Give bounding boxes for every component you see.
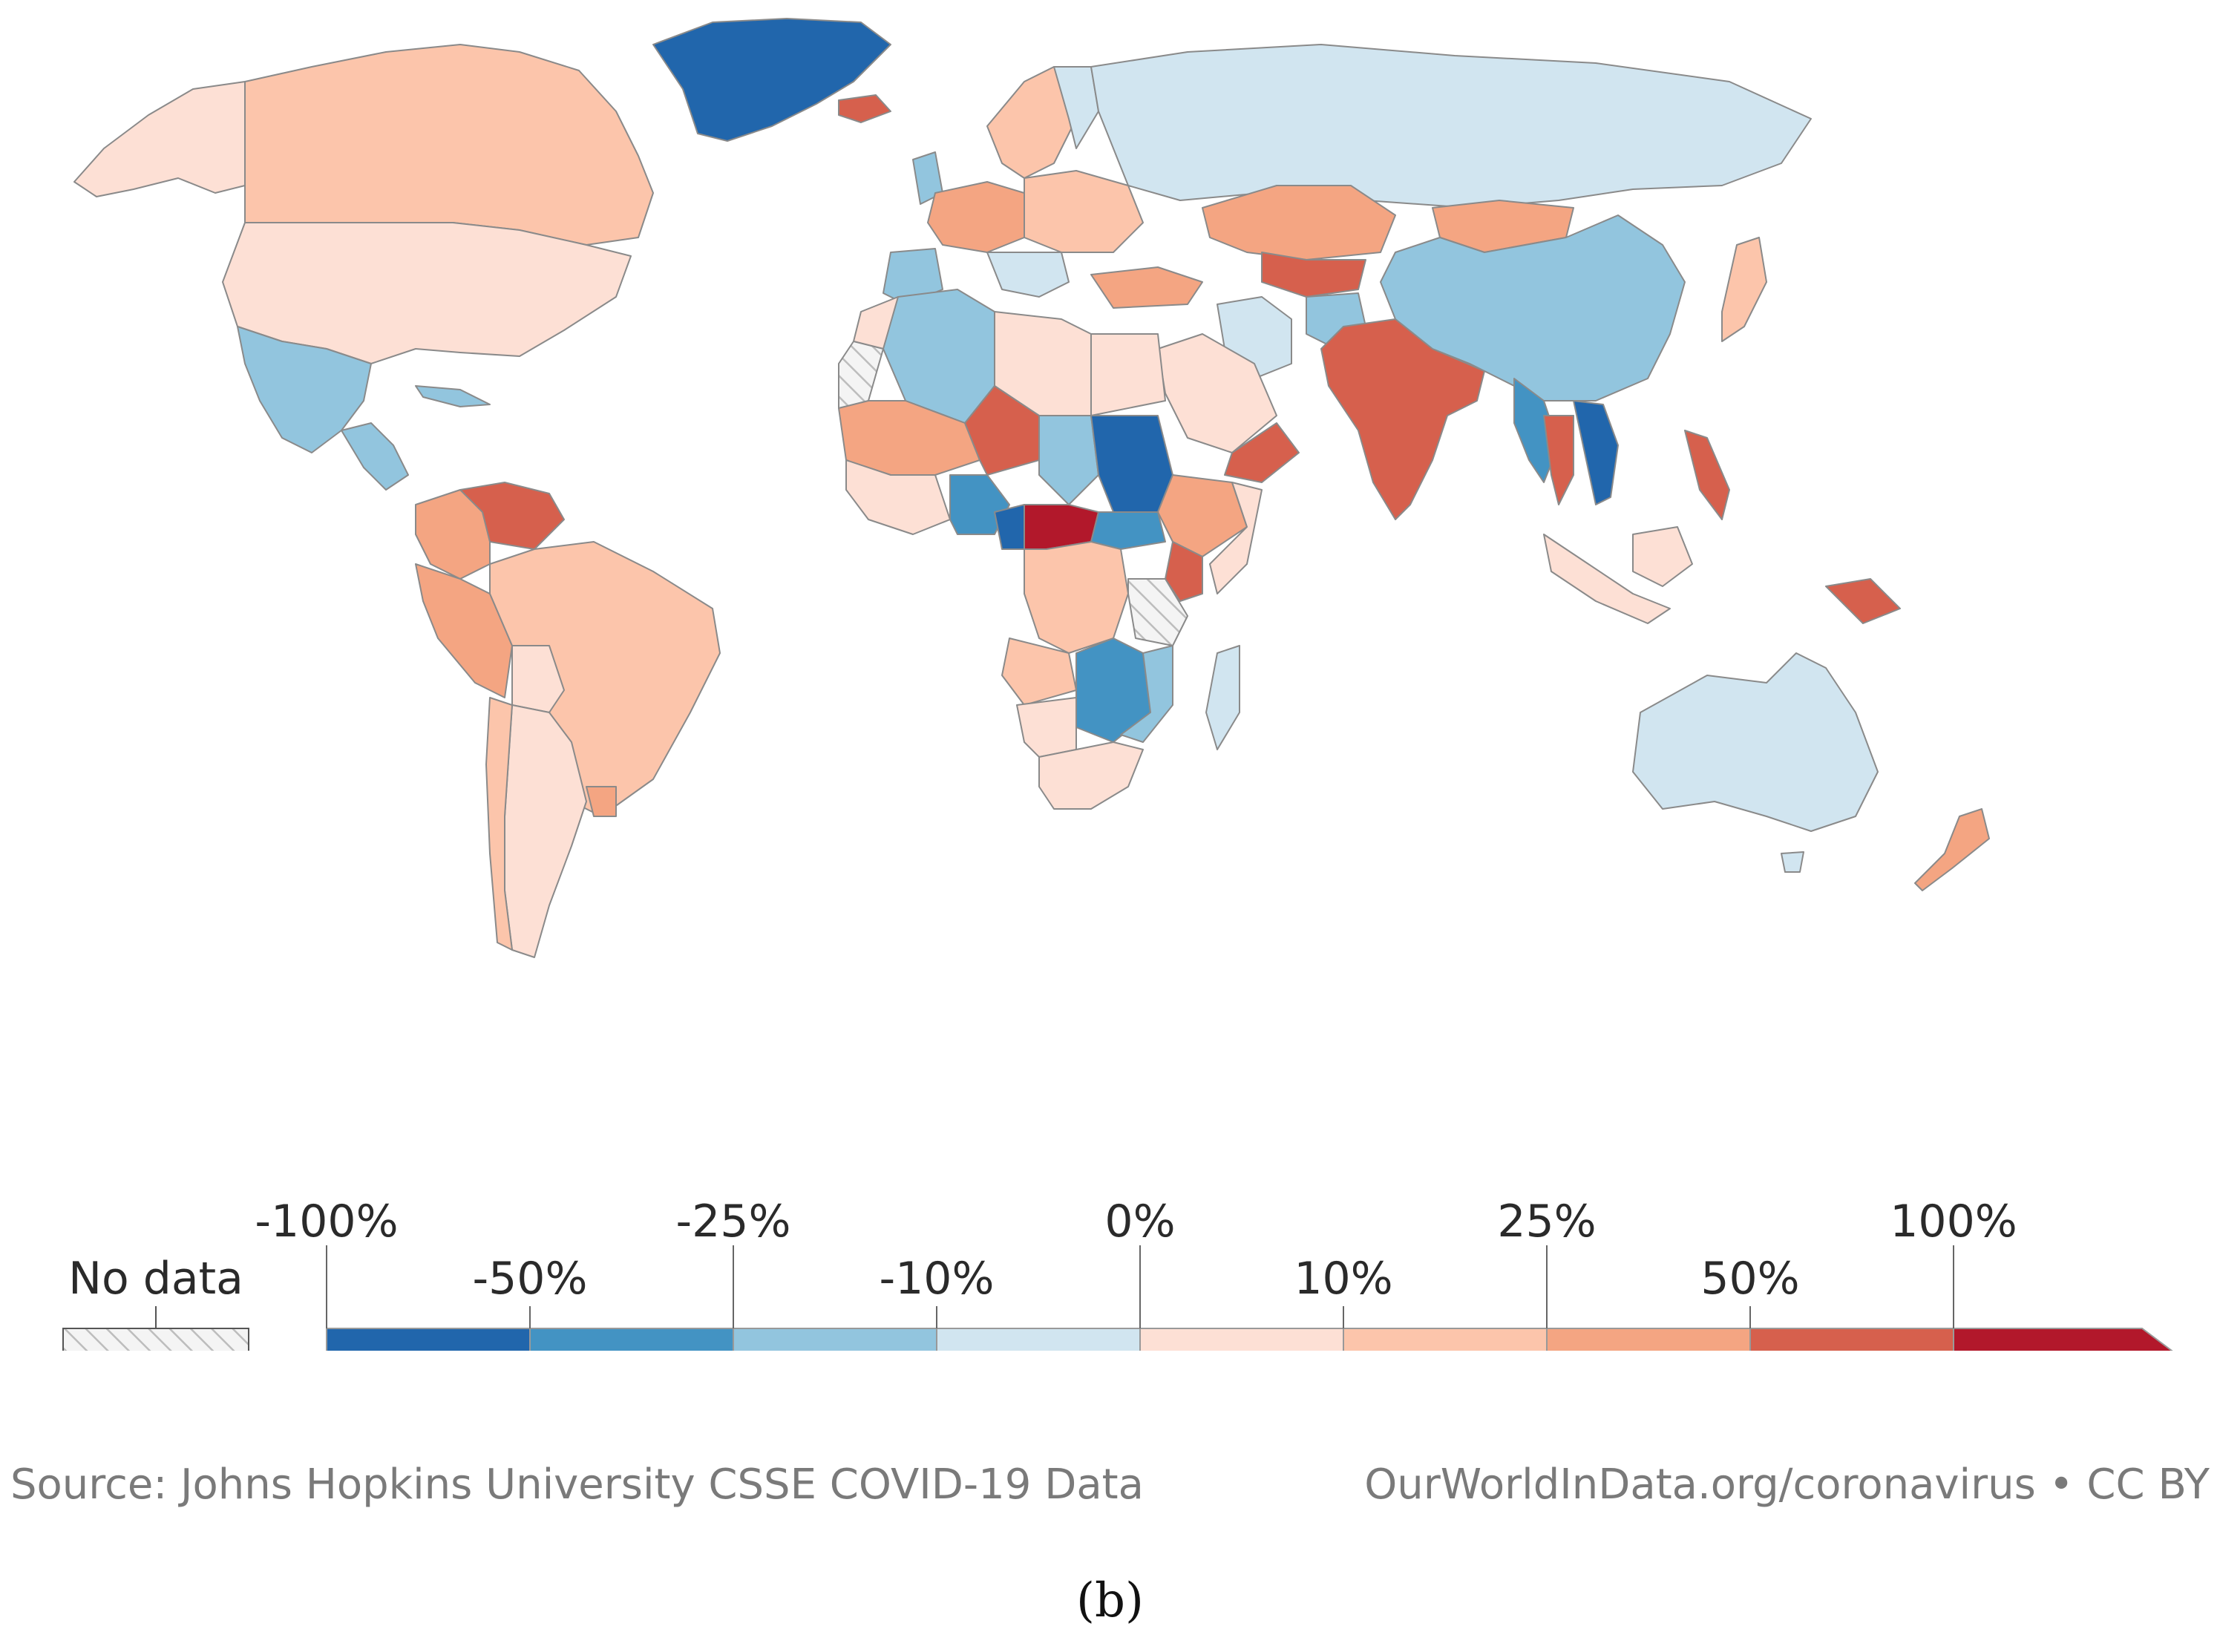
legend-bin-8[interactable] bbox=[1953, 1328, 2173, 1351]
country-greenland[interactable] bbox=[652, 18, 891, 142]
legend-bin-0[interactable] bbox=[326, 1328, 531, 1351]
country-indonesia[interactable] bbox=[1543, 534, 1671, 624]
legend-bin-6[interactable] bbox=[1546, 1328, 1751, 1351]
country-peru[interactable] bbox=[415, 563, 513, 698]
country-australia[interactable] bbox=[1632, 652, 1879, 832]
figure-caption: (b) bbox=[1076, 1573, 1144, 1628]
country-myanmar[interactable] bbox=[1513, 378, 1559, 483]
legend-bin-4[interactable] bbox=[1139, 1328, 1344, 1351]
country-cuba[interactable] bbox=[415, 385, 491, 407]
legend-bottom-label-1: -10% bbox=[879, 1253, 994, 1305]
legend-top-label-4: 100% bbox=[1890, 1202, 2017, 1248]
country-alaska[interactable] bbox=[73, 81, 246, 197]
legend-bin-2[interactable] bbox=[733, 1328, 937, 1351]
country-central-america[interactable] bbox=[341, 422, 409, 491]
country-western-europe[interactable] bbox=[927, 181, 1025, 253]
country-nigeria[interactable] bbox=[949, 474, 1010, 535]
country-tasmania[interactable] bbox=[1781, 851, 1804, 873]
country-italy-balkans[interactable] bbox=[986, 252, 1070, 298]
country-egypt[interactable] bbox=[1090, 333, 1166, 416]
legend-bottom-label-3: 50% bbox=[1700, 1253, 1799, 1305]
legend-top-label-1: -25% bbox=[675, 1202, 790, 1248]
country-borneo[interactable] bbox=[1632, 526, 1693, 587]
country-chad[interactable] bbox=[1038, 415, 1099, 505]
country-western-sahara[interactable] bbox=[838, 341, 884, 409]
legend-top-label-0: -100% bbox=[255, 1202, 398, 1248]
country-central-asia[interactable] bbox=[1261, 252, 1366, 298]
country-angola[interactable] bbox=[1001, 637, 1077, 706]
country-russia[interactable] bbox=[1090, 44, 1812, 209]
legend: No data -100% -25% 0% 25% 100% -50% -10% 10% 50… bbox=[62, 1202, 2173, 1351]
country-venezuela[interactable] bbox=[459, 482, 565, 550]
country-eastern-europe[interactable] bbox=[1024, 170, 1144, 253]
legend-top-label-3: 25% bbox=[1497, 1202, 1596, 1248]
legend-top-label-2: 0% bbox=[1104, 1202, 1175, 1248]
country-drc[interactable] bbox=[1024, 541, 1129, 654]
legend-bottom-label-0: -50% bbox=[472, 1253, 587, 1305]
source-url[interactable]: OurWorldInData.org/coronavirus • CC BY bbox=[1364, 1461, 2210, 1509]
country-uruguay[interactable] bbox=[586, 786, 617, 817]
country-chile[interactable] bbox=[485, 697, 513, 951]
country-yemen-oman[interactable] bbox=[1224, 422, 1300, 483]
country-sudan[interactable] bbox=[1090, 415, 1173, 513]
country-china[interactable] bbox=[1380, 214, 1686, 401]
country-japan[interactable] bbox=[1721, 237, 1767, 342]
country-iceland[interactable] bbox=[838, 94, 891, 123]
no-data-swatch bbox=[62, 1328, 249, 1351]
country-bolivia[interactable] bbox=[511, 645, 565, 713]
country-philippines[interactable] bbox=[1684, 430, 1730, 520]
country-saudi-arabia[interactable] bbox=[1157, 333, 1277, 453]
no-data-label: No data bbox=[68, 1253, 243, 1305]
country-cameroon[interactable] bbox=[994, 504, 1025, 550]
country-kenya[interactable] bbox=[1165, 541, 1203, 602]
country-new-zealand[interactable] bbox=[1914, 808, 1990, 891]
country-madagascar[interactable] bbox=[1205, 645, 1240, 750]
country-namibia[interactable] bbox=[1016, 697, 1077, 758]
country-somalia[interactable] bbox=[1209, 482, 1263, 594]
source-text: Source: Johns Hopkins University CSSE CO… bbox=[10, 1461, 1144, 1509]
country-thailand[interactable] bbox=[1543, 415, 1574, 505]
legend-bin-1[interactable] bbox=[529, 1328, 734, 1351]
country-mozambique[interactable] bbox=[1120, 645, 1173, 743]
country-kazakhstan[interactable] bbox=[1202, 185, 1396, 260]
country-vietnam[interactable] bbox=[1573, 400, 1619, 505]
legend-bottom-label-2: 10% bbox=[1294, 1253, 1392, 1305]
country-canada[interactable] bbox=[244, 44, 654, 246]
country-turkey[interactable] bbox=[1090, 266, 1203, 309]
legend-bin-7[interactable] bbox=[1749, 1328, 1954, 1351]
country-west-africa[interactable] bbox=[845, 459, 951, 535]
country-finland[interactable] bbox=[1053, 66, 1099, 149]
legend-bin-5[interactable] bbox=[1343, 1328, 1548, 1351]
country-south-sudan[interactable] bbox=[1090, 511, 1166, 550]
country-south-africa[interactable] bbox=[1038, 741, 1144, 810]
legend-bin-3[interactable] bbox=[936, 1328, 1141, 1351]
country-papua-new-guinea[interactable] bbox=[1825, 578, 1901, 624]
